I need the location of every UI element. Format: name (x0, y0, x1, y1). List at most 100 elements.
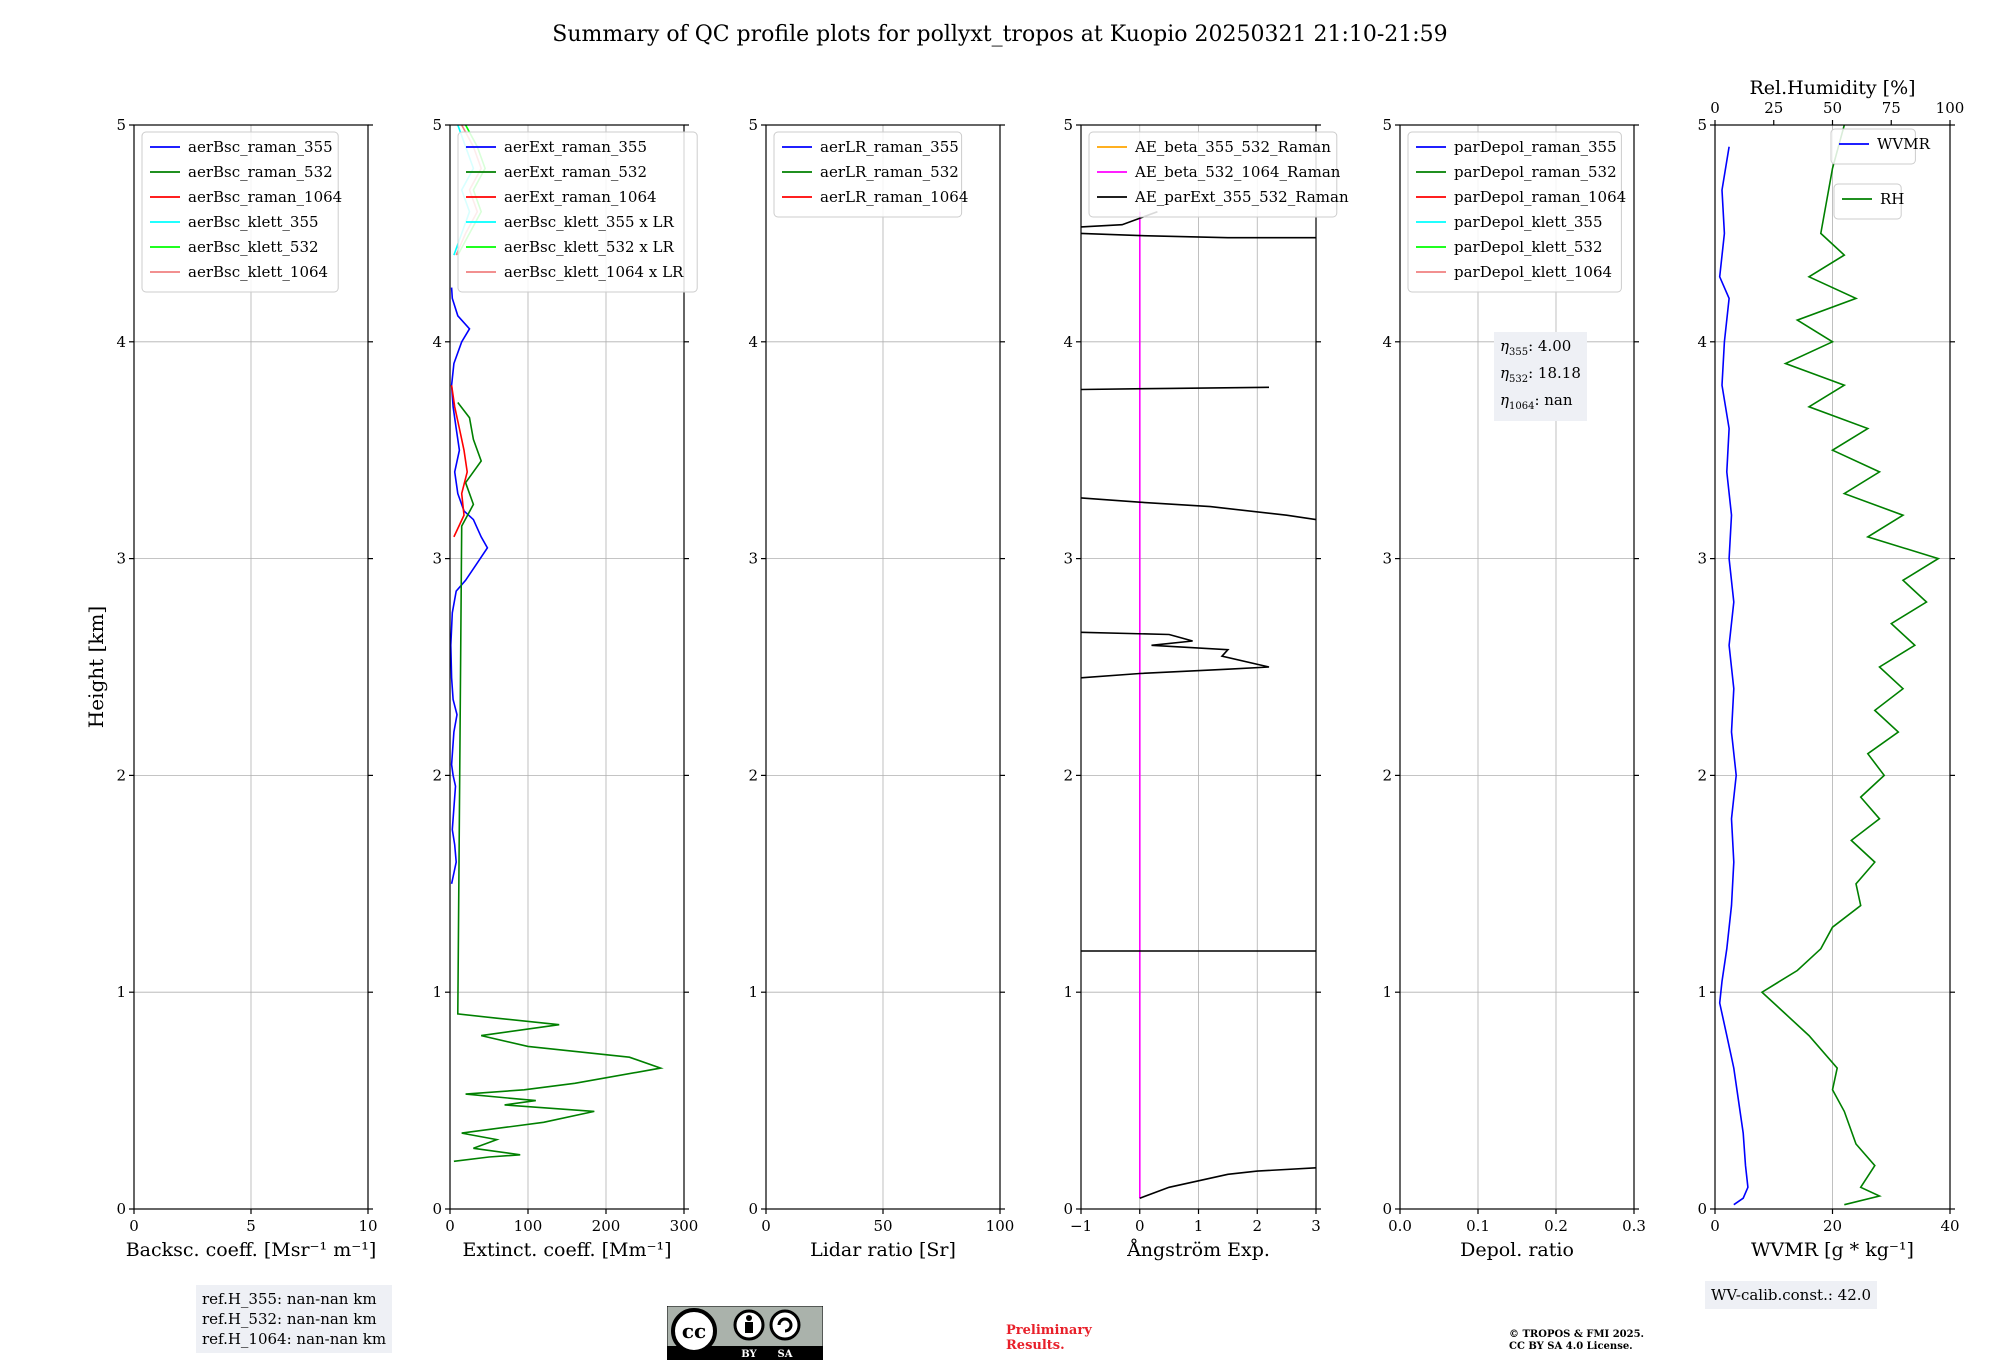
x2-tick-label: 25 (1764, 99, 1783, 117)
y-tick-label: 4 (1697, 333, 1707, 351)
y-tick-label: 3 (1382, 550, 1392, 568)
y-tick-label: 4 (1063, 333, 1073, 351)
legend-entry: aerBsc_klett_532 (188, 238, 319, 256)
eta-1064: η1064: nan (1500, 391, 1573, 412)
y-tick-label: 5 (1063, 116, 1073, 134)
eta-532: η532: 18.18 (1500, 364, 1581, 385)
y-tick-label: 4 (748, 333, 758, 351)
panel-1: 0 5 10 0 1 2 3 4 5 Backsc. coeff. [Msr⁻¹ m⁻¹] aerB… (116, 116, 377, 1261)
series-line-aerExt_raman_355 (450, 287, 489, 884)
legend-entry: aerBsc_klett_1064 x LR (504, 263, 684, 281)
y-tick-label: 0 (1382, 1200, 1392, 1218)
x-tick-label: 5 (246, 1217, 256, 1235)
y-axis-label: Height [km] (84, 606, 108, 728)
svg-text:cc: cc (682, 1319, 706, 1343)
x-axis-label: Backsc. coeff. [Msr⁻¹ m⁻¹] (126, 1239, 377, 1261)
copyright-note: © TROPOS & FMI 2025. CC BY SA 4.0 Licens… (1509, 1329, 1645, 1352)
legend: aerBsc_raman_355 aerBsc_raman_532 aerBsc_r… (141, 131, 342, 293)
x-tick-label: −1 (1070, 1217, 1092, 1235)
x2-tick-label: 100 (1936, 99, 1965, 117)
series-line-AE_parExt_355_532_Raman (1139, 1167, 1316, 1199)
y-tick-label: 1 (1697, 983, 1707, 1001)
series-line-aerExt_raman_1064 (450, 385, 469, 538)
panel-2: 0 100 200 300 0 1 2 3 4 5 Extinct. coeff. [Mm⁻¹] ae… (432, 116, 698, 1261)
x-tick-label: 2 (1252, 1217, 1262, 1235)
x-tick-label: 3 (1311, 1217, 1321, 1235)
x-axis-label: Ångström Exp. (1126, 1239, 1270, 1261)
legend-entry: parDepol_klett_1064 (1454, 263, 1612, 281)
series-line-WVMR (1718, 146, 1749, 1206)
legend-entry: WVMR (1877, 135, 1931, 153)
y-tick-label: 2 (116, 766, 126, 784)
legend-entry: aerBsc_klett_355 x LR (504, 213, 675, 231)
panel-3: 0 50 100 0 1 2 3 4 5 Lidar ratio [Sr] aerLR_raman_… (748, 116, 1014, 1261)
cc-by-label: BY (741, 1349, 757, 1360)
legend-entry: aerBsc_klett_532 x LR (504, 238, 675, 256)
figure-title: Summary of QC profile plots for pollyxt_… (552, 22, 1448, 47)
cc-license-logo: cc BY SA (667, 1306, 823, 1360)
legend-entry: AE_beta_355_532_Raman (1134, 138, 1331, 156)
y-tick-label: 0 (1697, 1200, 1707, 1218)
x-tick-label: 0 (445, 1217, 455, 1235)
y-tick-label: 2 (1697, 766, 1707, 784)
axes-frame (449, 124, 685, 1210)
x-tick-label: 0.1 (1466, 1217, 1490, 1235)
y-tick-label: 5 (432, 116, 442, 134)
y-tick-label: 5 (748, 116, 758, 134)
legend-entry: AE_beta_532_1064_Raman (1134, 163, 1341, 181)
y-tick-label: 2 (1063, 766, 1073, 784)
x-tick-label: 100 (514, 1217, 543, 1235)
x-axis-label: Lidar ratio [Sr] (810, 1239, 956, 1261)
legend-entry: aerExt_raman_532 (504, 163, 647, 181)
y-tick-label: 3 (1697, 550, 1707, 568)
legend: aerLR_raman_355 aerLR_raman_532 aerLR_rama… (773, 131, 968, 218)
series-line-AE_parExt_355_532_Raman (1081, 497, 1316, 521)
x2-axis-label: Rel.Humidity [%] (1749, 77, 1915, 99)
series-line-AE_parExt_355_532_Raman (1081, 386, 1270, 391)
legend-entry: aerBsc_klett_355 (188, 213, 319, 231)
panel-6: 0 20 40 0 1 2 3 4 5 WVMR [g * kg⁻¹] 0 25 50 75 100 Rel.… (1697, 77, 1964, 1261)
y-tick-label: 1 (432, 983, 442, 1001)
legend-entry: parDepol_klett_355 (1454, 213, 1603, 231)
x-axis-label: WVMR [g * kg⁻¹] (1751, 1239, 1914, 1261)
legend: aerExt_raman_355 aerExt_raman_532 aerExt_r… (457, 131, 698, 293)
x2-tick-label: 50 (1823, 99, 1842, 117)
x-tick-label: 0.2 (1544, 1217, 1568, 1235)
refh-1064: ref.H_1064: nan-nan km (202, 1330, 387, 1348)
x2-tick-label: 0 (1710, 99, 1720, 117)
y-tick-label: 4 (432, 333, 442, 351)
x-tick-label: 10 (358, 1217, 377, 1235)
y-tick-label: 2 (748, 766, 758, 784)
y-tick-label: 0 (1063, 1200, 1073, 1218)
legend-entry: parDepol_raman_532 (1454, 163, 1617, 181)
series-line-RH (1760, 125, 1941, 1206)
y-tick-label: 3 (1063, 550, 1073, 568)
x-tick-label: 300 (670, 1217, 699, 1235)
x-tick-label: 0.0 (1388, 1217, 1412, 1235)
legend-entry: aerBsc_raman_355 (188, 138, 333, 156)
x-tick-label: 200 (592, 1217, 621, 1235)
refh-355: ref.H_355: nan-nan km (202, 1290, 377, 1308)
y-tick-label: 5 (1382, 116, 1392, 134)
refh-532: ref.H_532: nan-nan km (202, 1310, 377, 1328)
x-axis-label: Extinct. coeff. [Mm⁻¹] (462, 1239, 671, 1261)
x-tick-label: 100 (986, 1217, 1015, 1235)
series-group (1718, 125, 1941, 1206)
y-tick-label: 3 (116, 550, 126, 568)
x-tick-label: 0 (129, 1217, 139, 1235)
reference-height-box: ref.H_355: nan-nan km ref.H_532: nan-nan… (196, 1285, 393, 1353)
y-tick-label: 3 (432, 550, 442, 568)
eta-355: η355: 4.00 (1500, 337, 1572, 358)
legend-entry: parDepol_raman_1064 (1454, 188, 1626, 206)
y-tick-label: 5 (1697, 116, 1707, 134)
legend-entry: aerBsc_klett_1064 (188, 263, 328, 281)
y-tick-label: 1 (1063, 983, 1073, 1001)
legend-entry: AE_parExt_355_532_Raman (1134, 188, 1349, 206)
series-line-AE_parExt_355_532_Raman (1081, 232, 1316, 239)
x-tick-label: 0 (1710, 1217, 1720, 1235)
axes-frame (1399, 124, 1635, 1210)
y-tick-label: 0 (116, 1200, 126, 1218)
legend-entry: RH (1880, 190, 1904, 208)
legend: parDepol_raman_355 parDepol_raman_532 parD… (1407, 131, 1626, 293)
